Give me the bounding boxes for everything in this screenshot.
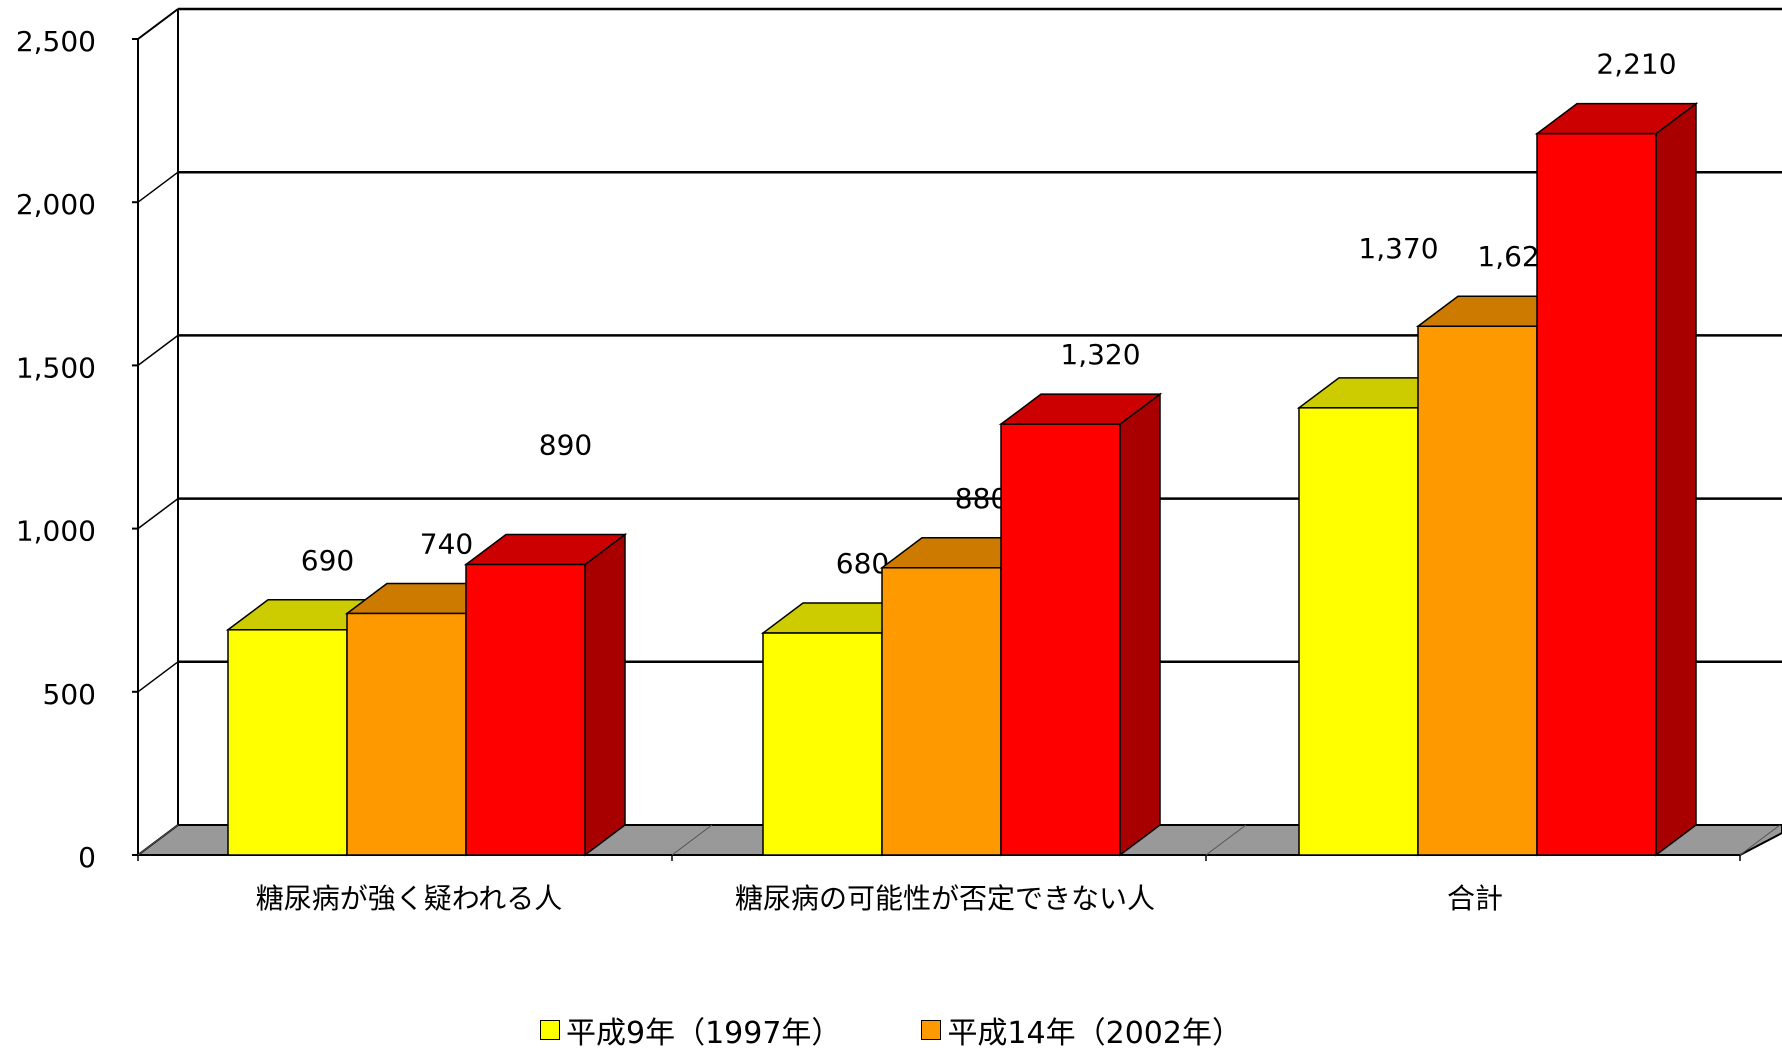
- y-tick-label: 2,500: [16, 25, 96, 58]
- bar: [346, 612, 467, 856]
- floor-divider: [1205, 824, 1247, 856]
- bar-side: [584, 533, 626, 857]
- data-label: 890: [539, 429, 592, 462]
- legend-swatch-1997: [540, 1020, 560, 1040]
- bar: [1536, 132, 1657, 856]
- bar: [227, 629, 348, 856]
- y-tick-label: 0: [78, 841, 96, 874]
- bar-side: [1655, 102, 1697, 857]
- y-tick-label: 1,000: [16, 515, 96, 548]
- side-wall-gridline: [137, 498, 179, 530]
- legend-label-1997: 平成9年（1997年）: [566, 1016, 842, 1051]
- data-label: 690: [301, 544, 354, 577]
- data-label: 880: [955, 482, 1008, 515]
- legend: 平成9年（1997年） 平成14年（2002年）: [540, 1008, 1242, 1052]
- bar: [1298, 407, 1419, 856]
- data-label: 680: [836, 547, 889, 580]
- legend-swatch-2002: [921, 1020, 942, 1040]
- side-wall-gridline: [137, 171, 179, 203]
- legend-item-2002: 平成14年（2002年）: [921, 1008, 1242, 1052]
- side-wall-gridline: [137, 661, 179, 693]
- x-tick-label: 合計: [1447, 882, 1503, 915]
- data-label: 2,210: [1596, 48, 1676, 81]
- side-wall-gridline: [137, 8, 179, 40]
- data-label: 740: [420, 527, 473, 560]
- bar: [762, 632, 883, 856]
- side-wall-gridline: [137, 334, 179, 366]
- bar-side: [1119, 392, 1161, 857]
- bar: [465, 563, 586, 856]
- bar: [881, 567, 1002, 856]
- legend-item-1997: 平成9年（1997年）: [540, 1008, 841, 1052]
- floor-divider: [1739, 824, 1781, 856]
- data-label: 1,370: [1358, 232, 1438, 265]
- legend-label-2002: 平成14年（2002年）: [947, 1016, 1242, 1051]
- floor-divider: [137, 824, 179, 856]
- x-tick-label: 糖尿病が強く疑われる人: [256, 882, 563, 915]
- floor-divider: [671, 824, 713, 856]
- y-tick-label: 500: [43, 678, 96, 711]
- y-tick-label: 1,500: [16, 351, 96, 384]
- x-tick-label: 糖尿病の可能性が否定できない人: [735, 882, 1155, 915]
- y-tick-label: 2,000: [16, 188, 96, 221]
- bar: [1417, 325, 1538, 856]
- data-label: 1,320: [1060, 338, 1140, 371]
- bar: [1000, 423, 1121, 856]
